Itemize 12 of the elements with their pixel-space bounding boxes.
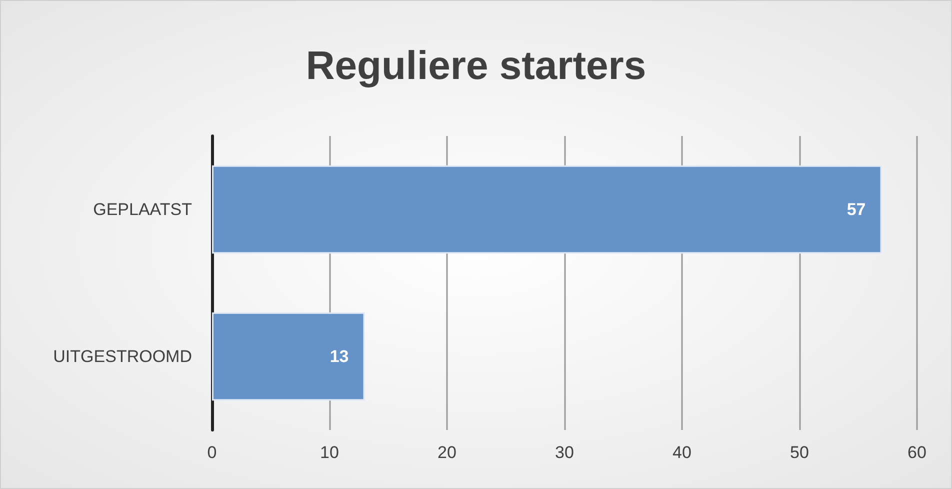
chart-title: Reguliere starters — [306, 44, 646, 88]
x-tick-label: 0 — [207, 443, 217, 462]
x-tick-label: 50 — [790, 443, 809, 462]
x-tick-label: 30 — [555, 443, 574, 462]
data-label: 57 — [846, 200, 866, 219]
x-tick-label: 60 — [908, 443, 926, 462]
x-tick-label: 10 — [320, 443, 339, 462]
y-tick-label: GEPLAATST — [93, 200, 192, 219]
data-label: 13 — [330, 347, 349, 366]
x-tick-label: 20 — [438, 443, 456, 462]
y-tick-label: UITGESTROOMD — [53, 347, 192, 366]
x-tick-label: 40 — [672, 443, 692, 462]
